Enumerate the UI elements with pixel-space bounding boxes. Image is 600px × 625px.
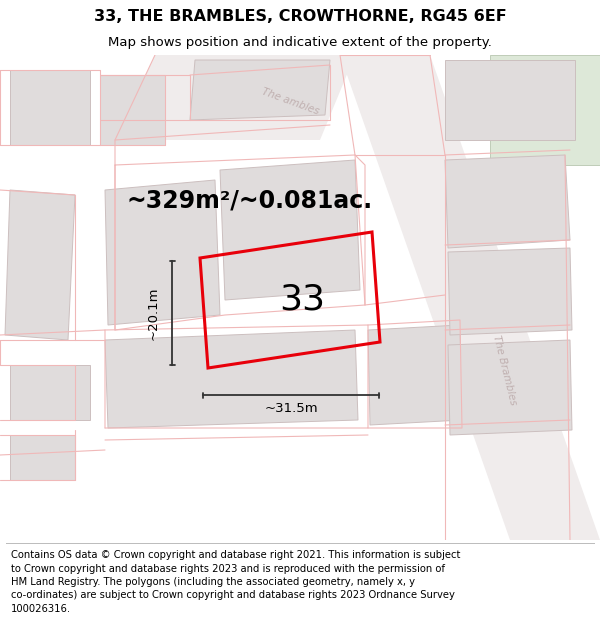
- Polygon shape: [340, 55, 600, 540]
- Polygon shape: [445, 60, 575, 140]
- Polygon shape: [105, 180, 220, 325]
- Polygon shape: [10, 365, 90, 420]
- Polygon shape: [190, 60, 330, 120]
- Text: Contains OS data © Crown copyright and database right 2021. This information is : Contains OS data © Crown copyright and d…: [11, 550, 460, 560]
- Polygon shape: [10, 435, 75, 480]
- Text: ~31.5m: ~31.5m: [264, 402, 318, 415]
- Text: ~20.1m: ~20.1m: [146, 286, 160, 340]
- Polygon shape: [448, 248, 572, 335]
- Polygon shape: [220, 160, 360, 300]
- Text: co-ordinates) are subject to Crown copyright and database rights 2023 Ordnance S: co-ordinates) are subject to Crown copyr…: [11, 590, 455, 600]
- Polygon shape: [490, 55, 600, 165]
- Text: to Crown copyright and database rights 2023 and is reproduced with the permissio: to Crown copyright and database rights 2…: [11, 564, 445, 574]
- Text: ~329m²/~0.081ac.: ~329m²/~0.081ac.: [127, 188, 373, 212]
- Polygon shape: [445, 155, 570, 248]
- Text: 33, THE BRAMBLES, CROWTHORNE, RG45 6EF: 33, THE BRAMBLES, CROWTHORNE, RG45 6EF: [94, 9, 506, 24]
- Text: 33: 33: [279, 283, 325, 317]
- Polygon shape: [10, 70, 90, 145]
- Polygon shape: [5, 190, 75, 340]
- Text: The ambles: The ambles: [260, 87, 320, 117]
- Polygon shape: [105, 330, 358, 428]
- Polygon shape: [100, 75, 165, 145]
- Polygon shape: [368, 325, 462, 425]
- Text: Map shows position and indicative extent of the property.: Map shows position and indicative extent…: [108, 36, 492, 49]
- Polygon shape: [115, 55, 355, 140]
- Text: HM Land Registry. The polygons (including the associated geometry, namely x, y: HM Land Registry. The polygons (includin…: [11, 577, 415, 587]
- Text: 100026316.: 100026316.: [11, 604, 71, 614]
- Polygon shape: [448, 340, 572, 435]
- Text: The Brambles: The Brambles: [491, 334, 518, 406]
